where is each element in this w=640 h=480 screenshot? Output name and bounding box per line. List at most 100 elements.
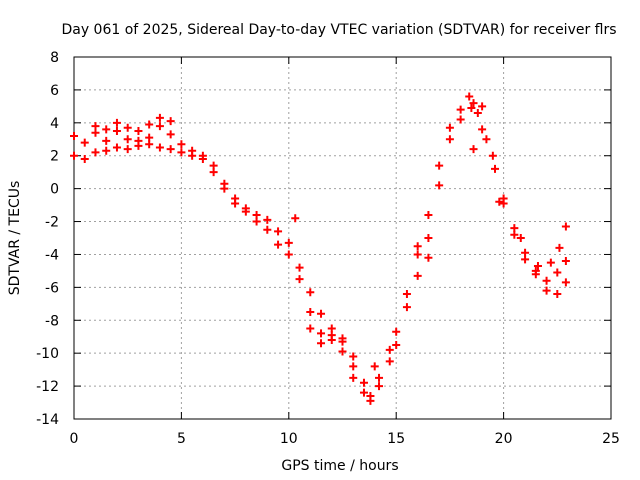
data-point [469,99,478,108]
data-point [546,258,555,267]
data-point [402,303,411,312]
data-point [531,266,540,275]
data-point [155,113,164,122]
data-point [112,127,121,136]
data-point [295,263,304,272]
data-point [145,133,154,142]
data-point [533,261,542,270]
data-point [469,145,478,154]
data-point [510,224,519,233]
data-point [291,214,300,223]
data-point [102,136,111,145]
x-tick-label: 10 [280,431,298,447]
data-point [561,222,570,231]
data-point [134,136,143,145]
data-point [561,278,570,287]
data-point [465,92,474,101]
y-tick-label: 6 [50,83,59,99]
data-point [375,382,384,391]
x-tick-label: 25 [602,431,620,447]
data-point [295,275,304,284]
x-tick-label: 15 [387,431,405,447]
y-tick-label: -14 [36,412,59,428]
data-point [166,130,175,139]
chart-title: Day 061 of 2025, Sidereal Day-to-day VTE… [61,22,616,38]
data-point [284,238,293,247]
data-point [488,151,497,160]
data-point [553,268,562,277]
x-tick-label: 5 [177,431,186,447]
data-point [317,329,326,338]
data-point [478,102,487,111]
data-point [112,143,121,152]
y-tick-label: 2 [50,149,59,165]
data-point [553,289,562,298]
data-point [91,148,100,157]
data-point [123,135,132,144]
data-point [413,242,422,251]
data-point [284,250,293,259]
data-point [491,164,500,173]
data-point [392,340,401,349]
data-point [385,345,394,354]
x-tick-label: 20 [495,431,513,447]
data-point [402,289,411,298]
data-point [177,140,186,149]
data-point [317,339,326,348]
data-point [80,138,89,147]
data-point [91,122,100,131]
data-point [435,181,444,190]
data-point [338,334,347,343]
data-point [370,362,379,371]
data-point [317,309,326,318]
data-point [424,253,433,262]
data-point [445,123,454,132]
data-point [516,234,525,242]
data-point [413,250,422,259]
y-tick-label: 8 [50,50,59,66]
y-tick-label: 0 [50,182,59,198]
data-point [177,148,186,157]
data-point [478,125,487,134]
data-point [456,105,465,114]
data-point [456,115,465,124]
x-axis-label: GPS time / hours [281,458,398,474]
data-point [263,225,272,234]
data-point [155,143,164,152]
data-point [198,155,207,164]
data-point [123,145,132,154]
data-point [102,146,111,155]
data-point [467,104,476,113]
data-point [274,240,283,249]
x-tick-label: 0 [70,431,79,447]
y-tick-label: -2 [45,215,59,231]
data-point [252,217,261,226]
y-tick-label: -8 [45,313,59,329]
data-point [555,243,564,252]
data-point [274,227,283,236]
data-point [349,362,358,371]
data-point [70,131,78,140]
data-point [209,168,218,177]
data-point [445,135,454,144]
data-point [241,207,250,216]
data-point [306,308,315,317]
data-point [385,357,394,366]
data-point [495,197,504,206]
data-point [542,276,551,285]
data-point [306,324,315,333]
data-point [424,234,433,242]
data-point [155,122,164,131]
data-point [366,396,375,405]
data-point [413,271,422,280]
data-point [306,288,315,297]
data-point [338,347,347,356]
data-point [359,388,368,397]
data-point [80,155,89,164]
y-tick-label: 4 [50,116,59,132]
data-point [263,215,272,224]
data-point [231,199,240,208]
data-point [359,378,368,387]
